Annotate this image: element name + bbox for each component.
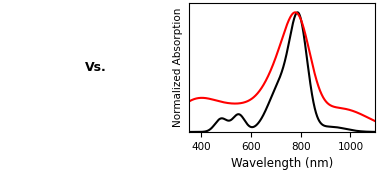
- Y-axis label: Normalized Absorption: Normalized Absorption: [174, 8, 183, 127]
- X-axis label: Wavelength (nm): Wavelength (nm): [231, 157, 333, 170]
- Text: Vs.: Vs.: [85, 61, 107, 74]
